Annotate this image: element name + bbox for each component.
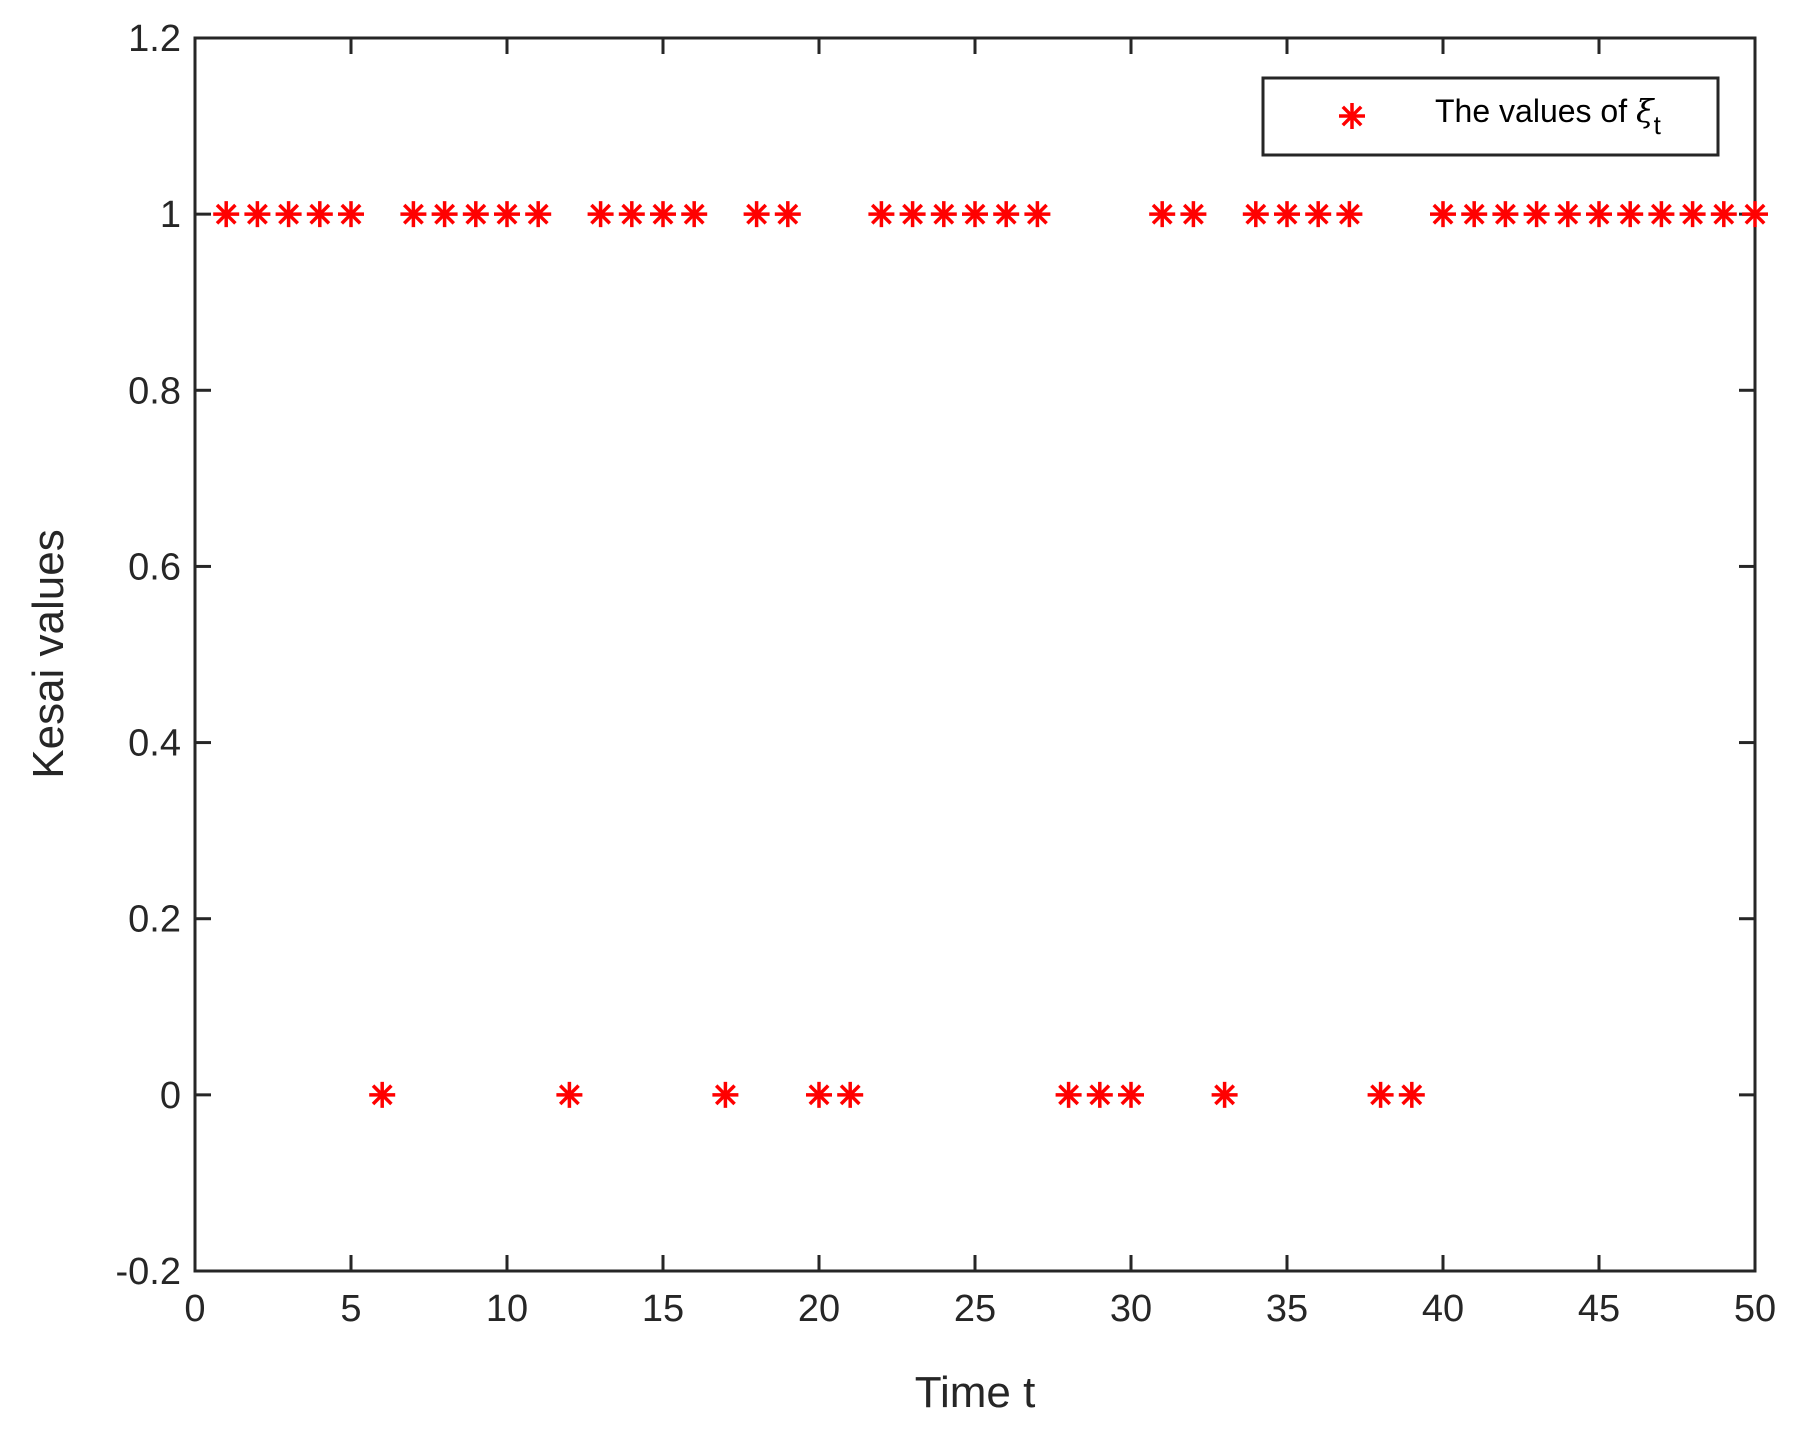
data-point <box>1461 201 1488 228</box>
data-point <box>1149 201 1176 228</box>
data-point <box>1492 201 1519 228</box>
data-point <box>1024 201 1051 228</box>
legend-marker <box>1339 103 1365 129</box>
data-markers <box>213 201 1768 1108</box>
data-point <box>494 201 520 228</box>
y-tick-label: 0.2 <box>128 899 181 941</box>
data-point <box>1305 201 1332 228</box>
data-point <box>400 201 427 228</box>
data-point <box>1274 201 1300 228</box>
x-tick-label: 10 <box>486 1288 528 1330</box>
data-point <box>1086 1081 1113 1108</box>
data-point <box>930 201 957 228</box>
data-point <box>306 201 333 228</box>
data-point <box>1336 201 1363 228</box>
data-point <box>1742 201 1768 228</box>
y-tick-label: 0.4 <box>128 723 181 765</box>
x-tick-label: 35 <box>1266 1288 1308 1330</box>
data-point <box>1055 1081 1082 1108</box>
data-point <box>369 1081 396 1108</box>
data-point <box>556 1081 583 1108</box>
data-point <box>962 201 988 228</box>
data-point <box>681 201 708 228</box>
data-point <box>587 201 614 228</box>
x-axis-label: Time t <box>915 1368 1036 1417</box>
data-point <box>650 201 676 228</box>
x-tick-label: 0 <box>184 1288 205 1330</box>
legend-box <box>1261 76 1720 157</box>
y-tick-label: 0.6 <box>128 546 181 588</box>
data-point <box>1554 201 1581 228</box>
data-point <box>1648 201 1675 228</box>
legend: The values of ξt <box>1261 76 1720 157</box>
data-point <box>275 201 302 228</box>
data-point <box>712 1081 739 1108</box>
data-point <box>213 201 240 228</box>
data-point <box>1710 201 1737 228</box>
data-point <box>338 201 364 228</box>
data-point <box>774 201 801 228</box>
data-point <box>1617 201 1644 228</box>
data-point <box>525 201 552 228</box>
data-point <box>837 1081 864 1108</box>
data-point <box>1211 1081 1238 1108</box>
data-point <box>244 201 271 228</box>
data-point <box>1430 201 1456 228</box>
data-point <box>1242 201 1269 228</box>
x-tick-label: 25 <box>954 1288 996 1330</box>
y-axis-ticks: -0.2 0 0.2 0.4 0.6 0.8 1 1.2 <box>116 18 1755 1293</box>
x-tick-label: 50 <box>1734 1288 1776 1330</box>
data-point <box>899 201 926 228</box>
x-tick-label: 40 <box>1422 1288 1464 1330</box>
legend-marker-symbol <box>1339 103 1365 129</box>
data-point <box>1586 201 1612 228</box>
x-tick-label: 30 <box>1110 1288 1152 1330</box>
plot-area <box>193 36 1757 1273</box>
data-point <box>462 201 489 228</box>
data-point <box>868 201 895 228</box>
data-point <box>1180 201 1207 228</box>
x-tick-label: 20 <box>798 1288 840 1330</box>
x-tick-label: 5 <box>340 1288 361 1330</box>
y-tick-label: 0 <box>160 1075 181 1117</box>
x-tick-label: 45 <box>1578 1288 1620 1330</box>
data-point <box>1523 201 1550 228</box>
data-point <box>806 1081 832 1108</box>
y-tick-label: 0.8 <box>128 370 181 412</box>
data-point <box>1679 201 1706 228</box>
data-point <box>993 201 1020 228</box>
data-point <box>1118 1081 1144 1108</box>
data-point <box>1398 1081 1425 1108</box>
data-point <box>743 201 770 228</box>
x-axis-ticks: 0 5 10 15 20 25 30 35 40 45 50 <box>184 38 1776 1330</box>
data-point <box>618 201 645 228</box>
y-axis-label: Kesai values <box>24 529 73 778</box>
y-tick-label: -0.2 <box>116 1251 181 1293</box>
y-tick-label: 1.2 <box>128 18 181 60</box>
data-point <box>431 201 458 228</box>
x-tick-label: 15 <box>642 1288 684 1330</box>
y-tick-label: 1 <box>160 194 181 236</box>
legend-label: The values of ξt <box>1435 92 1662 140</box>
data-point <box>1367 1081 1394 1108</box>
